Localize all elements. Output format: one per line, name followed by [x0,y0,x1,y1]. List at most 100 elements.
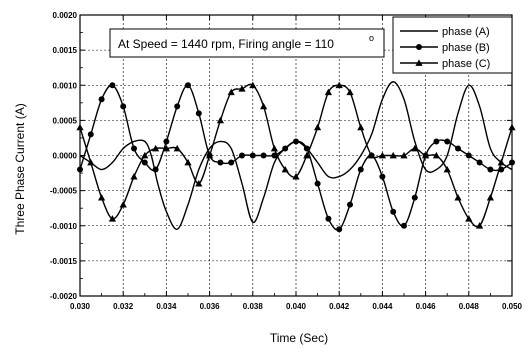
y-tick-label: 0.0015 [53,46,78,55]
series-point [335,81,343,89]
series-point [390,208,397,215]
legend-label: phase (A) [442,26,490,38]
x-tick-label: 0.042 [329,302,350,311]
series-point [357,166,364,173]
series-point [185,82,191,89]
x-tick-label: 0.048 [459,302,480,311]
x-axis-label: Time (Sec) [270,331,328,345]
series-point [282,145,289,152]
y-tick-label: 0.0000 [53,152,78,161]
legend-label: phase (C) [442,58,490,70]
series-point [217,159,224,166]
legend: phase (A) phase (B) phase (C) [392,16,513,74]
y-axis-label: Three Phase Current (A) [13,103,27,234]
series-point [443,165,451,173]
y-tick-label: 0.0020 [53,11,78,20]
series-point [379,173,386,180]
series-point [303,151,311,159]
series-point [173,144,181,152]
series-point [260,102,268,110]
series-point [357,123,365,131]
x-tick-label: 0.034 [156,302,177,311]
series-point [476,159,483,166]
series-point [238,85,246,92]
legend-label: phase (B) [442,42,490,54]
series-point [141,151,149,159]
series-point [174,103,181,110]
series-point [389,151,397,159]
y-tick-label: -0.0015 [50,257,78,266]
x-tick-labels: 0.030 0.032 0.034 0.036 0.038 0.040 0.042 0.044… [70,302,523,311]
series-point [228,159,235,166]
series-point [130,172,138,180]
series-point [87,131,94,138]
series-point [432,151,440,159]
series-point [347,201,353,208]
annotation-text: At Speed = 1440 rpm, Firing angle = 110 [118,37,334,51]
series-point [476,222,484,229]
series-point [292,172,300,180]
series-point [152,144,160,152]
series-point [162,144,170,152]
series-point [239,152,245,159]
series-point [141,159,148,166]
series-point [465,215,473,222]
series-point [206,151,214,159]
series-point [120,103,127,110]
x-tick-label: 0.038 [243,302,264,311]
series-point [486,194,494,201]
series-point [444,138,451,145]
series-point [433,138,440,145]
x-tick-label: 0.030 [70,302,91,311]
series-layer [76,81,516,233]
series-point [131,145,137,152]
series-point [314,123,322,131]
series-point [108,215,116,222]
x-tick-label: 0.036 [200,302,221,311]
legend-marker [415,59,423,66]
series-3 [76,81,516,229]
legend-marker [416,44,422,50]
series-point [195,180,203,187]
series-point [454,194,462,201]
x-tick-label: 0.040 [286,302,307,311]
x-tick-label: 0.046 [416,302,437,311]
legend-item: phase (C) [400,58,490,70]
series-point [378,151,386,159]
series-point [98,96,105,103]
series-point [227,88,235,96]
series-point [465,152,472,159]
x-tick-label: 0.044 [372,302,393,311]
series-point [346,88,354,96]
series-point [249,81,257,89]
series-point [152,166,159,173]
y-tick-label: -0.0005 [50,187,78,196]
series-point [270,144,278,152]
y-tick-label: 0.0010 [53,81,78,90]
series-point [314,180,321,187]
series-point [163,138,170,145]
y-tick-label: -0.0010 [50,222,78,231]
legend-item: phase (B) [400,42,490,54]
series-point [400,151,408,159]
series-point [411,144,419,152]
series-point [303,145,310,152]
series-point [260,152,267,159]
series-point [249,152,256,159]
series-point [184,158,192,166]
series-point [487,166,494,173]
series-point [293,138,299,145]
series-point [87,158,95,166]
series-point [325,215,332,222]
series-point [119,201,127,208]
annotation-box: At Speed = 1440 rpm, Firing angle = 110 … [109,28,385,58]
x-tick-label: 0.050 [502,302,523,311]
series-point [401,222,407,229]
legend-item: phase (A) [400,26,490,38]
y-tick-labels: 0.0020 0.0015 0.0010 0.0005 0.0000 -0.0005 -0.… [50,11,78,301]
series-point [195,110,202,117]
series-point [422,151,430,159]
series-point [368,151,376,159]
y-tick-label: -0.0020 [50,292,78,301]
